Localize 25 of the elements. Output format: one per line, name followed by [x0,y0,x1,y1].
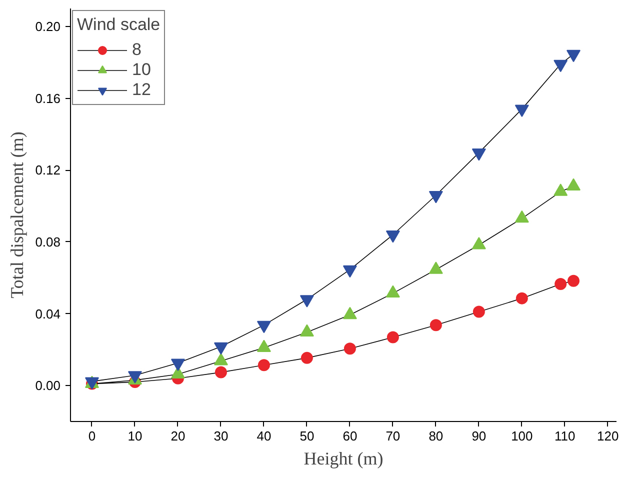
y-tick-label: 0.08 [35,234,61,250]
y-tick-label: 0.20 [35,18,61,34]
x-tick-label: 40 [256,428,272,444]
x-tick-label: 50 [300,428,314,444]
x-tick-label: 80 [428,428,444,444]
legend-label: 8 [132,40,142,60]
x-tick-label: 100 [511,428,533,444]
x-tick-label: 110 [554,428,576,444]
x-tick-label: 90 [472,428,486,444]
x-tick-label: 60 [342,428,358,444]
x-tick-label: 70 [386,428,400,444]
legend-label: 10 [132,60,152,80]
x-tick-label: 0 [88,428,96,444]
x-tick-label: 30 [214,428,228,444]
y-tick-label: 0.16 [35,90,61,106]
legend-label: 12 [132,80,152,100]
y-tick-label: 0.04 [35,306,61,322]
x-tick-label: 120 [597,428,619,444]
x-axis-title: Height (m) [304,448,384,468]
x-tick-label: 10 [128,428,142,444]
y-tick-label: 0.00 [35,378,61,394]
y-tick-label: 0.12 [35,162,61,178]
x-tick-label: 20 [170,428,186,444]
legend-title: Wind scale [77,15,160,35]
y-axis-title: Total dispalcement (m) [7,132,28,298]
